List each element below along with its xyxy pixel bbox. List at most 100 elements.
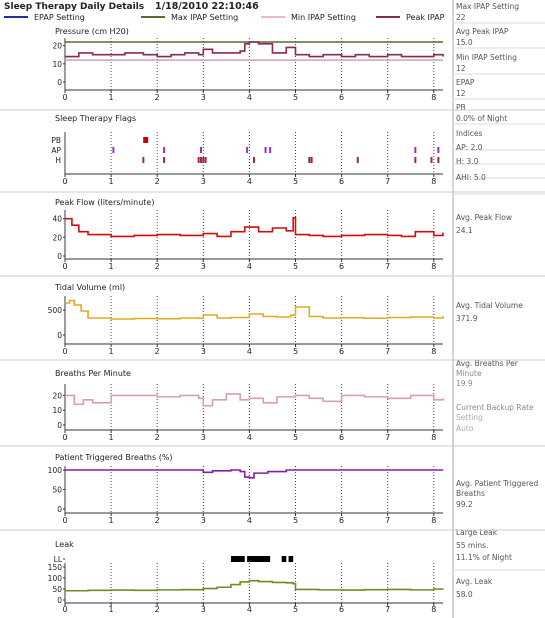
x-tick-label: 7: [385, 177, 390, 186]
x-tick-label: 0: [62, 262, 67, 271]
y-tick-label: LL: [54, 555, 63, 564]
chart-panel-0: Pressure (cm H20) 0 1 2 3 4 5 6 7 8 0 10 20: [52, 27, 444, 102]
x-tick-label: 2: [155, 177, 160, 186]
sidebar-label: EPAP: [456, 78, 475, 87]
sidebar-value: 58.0: [456, 590, 473, 599]
x-tick-label: 7: [385, 516, 390, 525]
flag-mark-h: [253, 157, 255, 163]
x-tick-label: 6: [339, 605, 344, 614]
chart-panel-4: Breaths Per Minute 0 1 2 3 4 5 6 7 8 0 10 20: [52, 369, 444, 442]
x-tick-label: 7: [385, 262, 390, 271]
flag-mark-pb: [143, 137, 149, 143]
x-tick-label: 4: [247, 93, 252, 102]
flag-mark-h: [202, 157, 205, 163]
legend-label: Max IPAP Setting: [171, 13, 238, 22]
sidebar-value: 22: [456, 13, 466, 22]
window-title: Sleep Therapy Daily Details: [4, 2, 144, 12]
x-tick-label: 6: [339, 177, 344, 186]
flag-mark-ap: [264, 147, 267, 153]
y-tick-label: 20: [52, 233, 62, 242]
series-line: [65, 216, 444, 238]
y-tick-label: 0: [57, 252, 62, 261]
x-tick-label: 2: [155, 433, 160, 442]
y-tick-label: 0: [57, 421, 62, 430]
x-tick-label: 3: [201, 262, 206, 271]
sidebar-value: 99.2: [456, 500, 473, 509]
y-tick-label: 0: [57, 78, 62, 87]
sidebar-label: Avg. Breaths Per: [456, 359, 519, 368]
x-tick-label: 3: [201, 177, 206, 186]
sidebar-label: Setting: [456, 413, 483, 422]
y-tick-label: 20: [52, 391, 62, 400]
chart-title: Peak Flow (liters/minute): [55, 198, 154, 207]
x-tick-label: 6: [339, 433, 344, 442]
y-tick-label: 100: [48, 466, 63, 475]
y-tick-label: 40: [52, 215, 62, 224]
large-leak-bar: [230, 556, 245, 562]
sidebar-value: 24.1: [456, 226, 473, 235]
x-tick-label: 8: [431, 177, 436, 186]
x-tick-label: 5: [293, 605, 298, 614]
sidebar-value: Auto: [456, 424, 474, 433]
legend-label: EPAP Setting: [34, 13, 85, 22]
x-tick-label: 6: [339, 262, 344, 271]
x-tick-label: 0: [62, 433, 67, 442]
x-tick-label: 7: [385, 433, 390, 442]
x-tick-label: 1: [109, 347, 114, 356]
flag-mark-h: [310, 157, 313, 163]
y-category-label: H: [55, 156, 61, 165]
series-line: [65, 41, 444, 58]
x-tick-label: 4: [247, 177, 252, 186]
x-tick-label: 0: [62, 516, 67, 525]
sidebar-label: AP: 2.0: [456, 143, 483, 152]
x-tick-label: 5: [293, 433, 298, 442]
flag-mark-ap: [246, 147, 249, 153]
chart-panel-2: Peak Flow (liters/minute) 0 1 2 3 4 5 6 7 8 0 20 40: [52, 198, 444, 271]
x-tick-label: 5: [293, 516, 298, 525]
y-tick-label: 500: [48, 306, 63, 315]
x-tick-label: 8: [431, 93, 436, 102]
y-tick-label: 150: [48, 563, 63, 572]
x-tick-label: 0: [62, 177, 67, 186]
x-tick-label: 4: [247, 433, 252, 442]
flag-mark-ap: [199, 147, 202, 153]
x-tick-label: 0: [62, 93, 67, 102]
sidebar-label: H: 3.0: [456, 157, 479, 166]
y-tick-label: 100: [48, 574, 63, 583]
legend-label: Peak IPAP: [406, 13, 445, 22]
x-tick-label: 8: [431, 347, 436, 356]
sidebar-label: Max IPAP Setting: [456, 2, 519, 11]
x-tick-label: 1: [109, 516, 114, 525]
flag-mark-h: [163, 157, 166, 163]
x-tick-label: 5: [293, 93, 298, 102]
flag-mark-ap: [437, 147, 440, 153]
x-tick-label: 7: [385, 605, 390, 614]
flag-mark-h: [437, 157, 440, 163]
flag-mark-h: [414, 157, 417, 163]
flag-mark-h: [204, 157, 207, 163]
x-tick-label: 2: [155, 516, 160, 525]
series-line: [65, 393, 444, 407]
sidebar-label: Min IPAP Setting: [456, 53, 517, 62]
chart-title: Tidal Volume (ml): [54, 283, 125, 292]
sidebar-value: 12: [456, 89, 466, 98]
window-datetime: 1/18/2010 22:10:46: [155, 1, 259, 12]
flag-mark-ap: [112, 147, 115, 153]
x-tick-label: 3: [201, 93, 206, 102]
x-tick-label: 3: [201, 605, 206, 614]
x-tick-label: 2: [155, 262, 160, 271]
x-tick-label: 4: [247, 347, 252, 356]
sidebar-label: Large Leak: [456, 528, 498, 537]
y-tick-label: 50: [52, 585, 62, 594]
y-tick-label: 50: [52, 486, 62, 495]
x-tick-label: 1: [109, 93, 114, 102]
sidebar-label: Avg. Patient Triggered: [456, 479, 538, 488]
x-tick-label: 3: [201, 516, 206, 525]
x-tick-label: 7: [385, 93, 390, 102]
flag-mark-h: [308, 157, 311, 163]
sidebar-label: Minute: [456, 369, 482, 378]
chart-panel-3: Tidal Volume (ml) 0 1 2 3 4 5 6 7 8 0 500: [48, 283, 444, 356]
